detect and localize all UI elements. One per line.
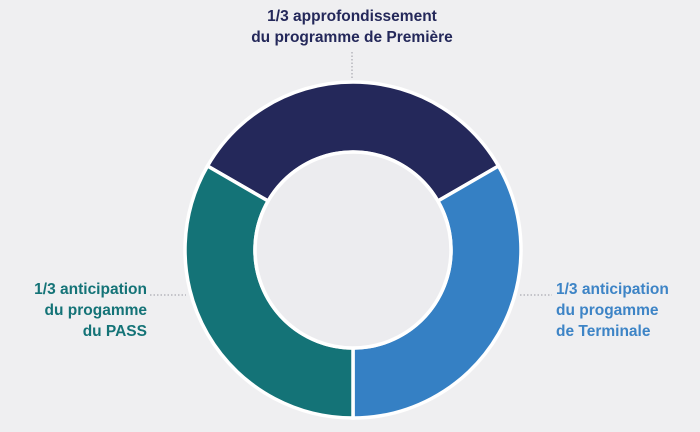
label-terminale: 1/3 anticipation du progamme de Terminal… — [556, 279, 669, 342]
label-terminale-line-2: du progamme — [556, 302, 659, 319]
leader-lines — [150, 52, 552, 296]
label-pass-line-3: du PASS — [82, 323, 147, 340]
label-pass-line-1: 1/3 anticipation — [34, 281, 147, 298]
donut-slices — [183, 80, 523, 420]
donut-hole — [253, 150, 453, 350]
label-premiere-line-2: du programme de Première — [251, 29, 453, 46]
label-premiere: 1/3 approfondissement du programme de Pr… — [0, 6, 700, 48]
label-premiere-line-1: 1/3 approfondissement — [267, 8, 437, 25]
label-terminale-line-1: 1/3 anticipation — [556, 281, 669, 298]
label-pass-line-2: du progamme — [44, 302, 147, 319]
label-terminale-line-3: de Terminale — [556, 323, 651, 340]
label-pass: 1/3 anticipation du progamme du PASS — [34, 279, 147, 342]
